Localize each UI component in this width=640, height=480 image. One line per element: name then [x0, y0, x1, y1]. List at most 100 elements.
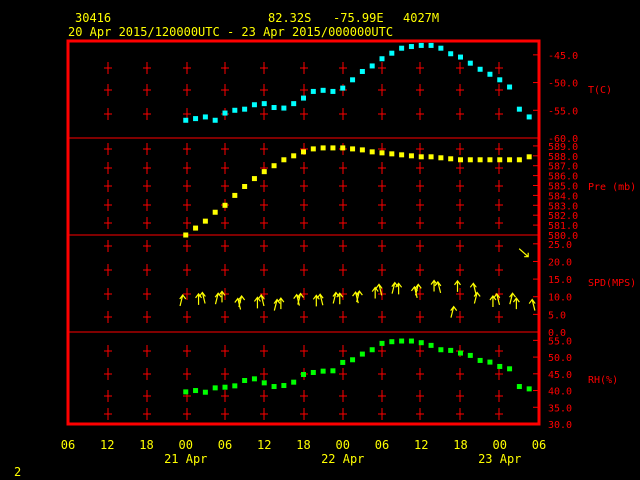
grid-cross: [416, 217, 424, 229]
wind-arrow: [332, 291, 340, 304]
grid-cross: [456, 180, 464, 192]
grid-cross: [456, 84, 464, 96]
pressure-point: [350, 146, 356, 152]
grid-cross: [378, 108, 386, 120]
humidity-point: [251, 376, 257, 382]
station-lat: 82.32S: [268, 11, 311, 25]
grid-cross: [300, 311, 308, 323]
grid-cross: [104, 199, 112, 211]
pressure-point: [458, 157, 463, 163]
grid-cross: [456, 162, 464, 174]
grid-cross: [221, 162, 229, 174]
wind-arrow: [434, 280, 442, 294]
humidity-point: [369, 347, 375, 353]
grid-cross: [339, 108, 347, 120]
grid-cross: [378, 162, 386, 174]
pressure-point: [379, 150, 385, 156]
temperature-point: [507, 84, 513, 90]
grid-cross: [221, 240, 229, 252]
grid-cross: [183, 288, 191, 300]
humidity-point: [301, 371, 306, 377]
panel-label: RH(%): [588, 375, 618, 386]
humidity-point: [418, 340, 424, 346]
grid-cross: [183, 368, 191, 380]
grid-cross: [143, 368, 151, 380]
grid-cross: [221, 62, 229, 74]
grid-cross: [456, 311, 464, 323]
grid-cross: [300, 240, 308, 252]
grid-cross: [183, 345, 191, 357]
page-number: 2: [14, 465, 21, 479]
temperature-point: [261, 101, 267, 107]
grid-cross: [260, 240, 268, 252]
grid-cross: [300, 217, 308, 229]
pressure-point: [369, 149, 375, 155]
grid-cross: [495, 162, 503, 174]
x-tick-label: 00: [179, 438, 193, 452]
grid-cross: [260, 84, 268, 96]
grid-cross: [183, 217, 191, 229]
wind-arrow: [297, 292, 304, 305]
grid-cross: [339, 345, 347, 357]
grid-cross: [260, 345, 268, 357]
humidity-point: [379, 340, 385, 346]
grid-cross: [104, 240, 112, 252]
grid-cross: [183, 180, 191, 192]
humidity-point: [428, 342, 434, 348]
pressure-point: [291, 153, 297, 159]
grid-cross: [300, 108, 308, 120]
temperature-point: [516, 106, 522, 112]
humidity-point: [526, 386, 532, 392]
pressure-point: [271, 163, 277, 169]
grid-cross: [260, 180, 268, 192]
grid-cross: [221, 264, 229, 276]
grid-cross: [378, 345, 386, 357]
grid-cross: [104, 311, 112, 323]
x-tick-label: 12: [257, 438, 271, 452]
temperature-point: [359, 68, 365, 74]
humidity-point: [310, 369, 316, 375]
temperature-point: [330, 88, 336, 94]
grid-cross: [300, 84, 308, 96]
grid-cross: [456, 368, 464, 380]
pressure-point: [193, 225, 199, 231]
pressure-point: [340, 145, 346, 151]
y-tick-label: 586.0: [548, 172, 578, 183]
grid-cross: [495, 108, 503, 120]
pressure-point: [281, 157, 287, 163]
humidity-point: [222, 384, 228, 390]
grid-cross: [143, 217, 151, 229]
wind-arrow: [179, 293, 187, 307]
grid-cross: [495, 390, 503, 402]
grid-cross: [104, 217, 112, 229]
pressure-point: [251, 176, 257, 182]
station-elevation: 4027M: [403, 11, 439, 25]
y-tick-label: 0.0: [548, 328, 566, 339]
grid-cross: [260, 264, 268, 276]
temperature-point: [310, 88, 316, 94]
grid-cross: [495, 143, 503, 155]
grid-cross: [300, 264, 308, 276]
grid-cross: [260, 62, 268, 74]
pressure-point: [310, 146, 316, 152]
y-tick-label: 15.0: [548, 275, 572, 286]
grid-cross: [416, 264, 424, 276]
grid-cross: [416, 311, 424, 323]
grid-cross: [260, 217, 268, 229]
y-tick-label: 580.0: [548, 231, 578, 242]
temperature-point: [340, 85, 346, 91]
grid-cross: [183, 84, 191, 96]
humidity-point: [389, 339, 395, 345]
panel-labels: T(C) Pre (mb) SPD(MPS) RH(%): [588, 85, 636, 386]
humidity-point: [350, 357, 356, 363]
grid-cross: [378, 180, 386, 192]
grid-cross: [495, 408, 503, 420]
wind-arrow: [253, 296, 261, 309]
pressure-point: [359, 147, 365, 153]
pressure-point: [242, 184, 248, 189]
x-axis-ticks: 06 12 18 00 06 12 18 00 06 12 18 00 06: [61, 438, 546, 452]
pressure-point: [448, 156, 454, 162]
pressure-point: [202, 218, 208, 224]
grid-cross: [339, 408, 347, 420]
grid-cross: [456, 62, 464, 74]
